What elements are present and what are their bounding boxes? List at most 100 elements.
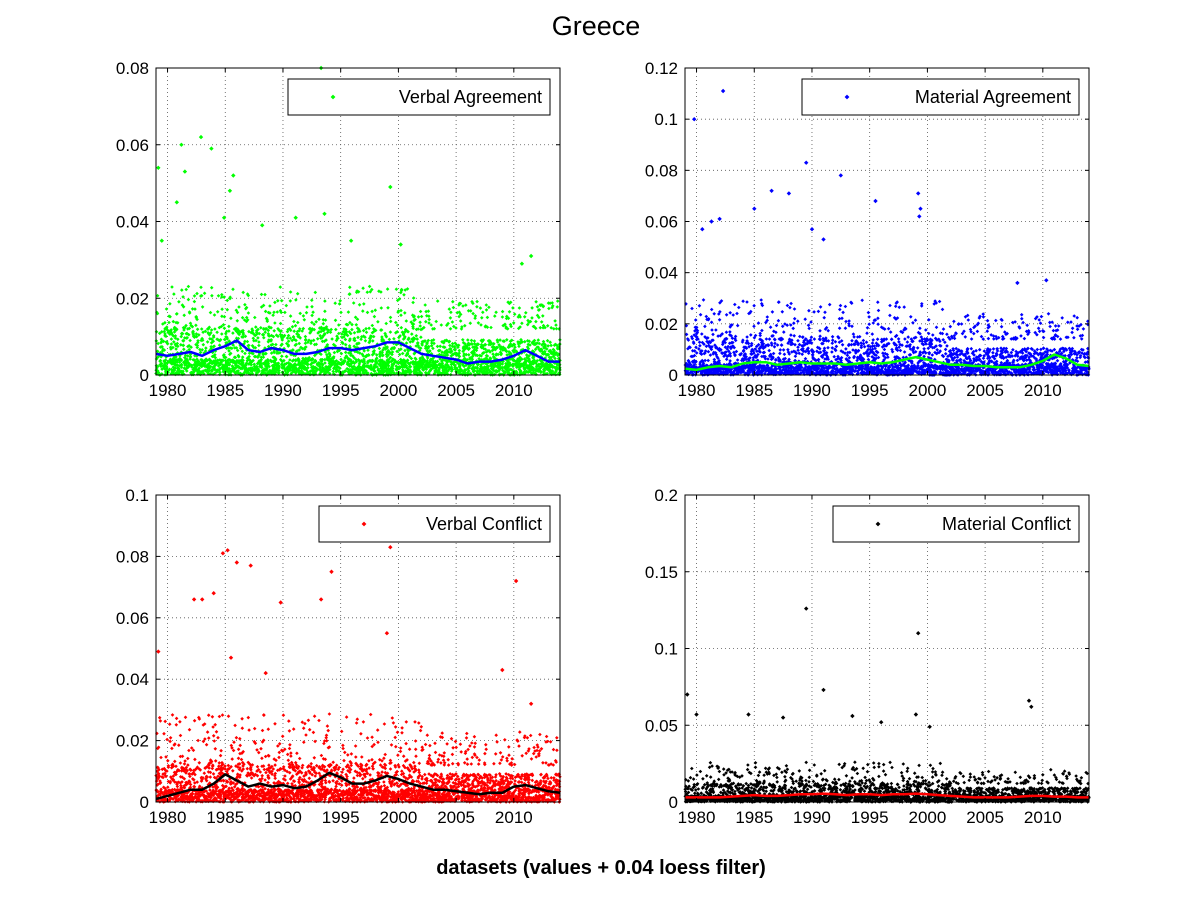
data-point (161, 339, 166, 344)
data-point (183, 355, 187, 360)
data-point (164, 355, 168, 359)
data-point (157, 331, 162, 336)
data-point (178, 353, 182, 358)
data-point (339, 310, 343, 315)
data-point (311, 371, 316, 375)
data-point (473, 316, 477, 320)
data-point (235, 310, 240, 315)
data-point (368, 339, 372, 343)
data-point (384, 334, 389, 339)
data-point (222, 326, 227, 331)
data-point (357, 303, 362, 307)
data-point (208, 364, 213, 369)
data-point (224, 329, 229, 334)
data-point (207, 348, 212, 353)
data-point (385, 287, 390, 291)
data-point (235, 348, 240, 353)
data-point (272, 329, 276, 333)
data-point (174, 347, 178, 351)
data-point (371, 334, 376, 339)
data-point (295, 332, 299, 336)
data-point (553, 356, 557, 361)
data-point (270, 342, 275, 347)
data-point (480, 339, 484, 344)
data-point (294, 363, 298, 367)
data-point (365, 290, 370, 294)
data-point (261, 332, 266, 337)
data-point (358, 329, 362, 334)
data-point (416, 327, 420, 331)
data-point (335, 366, 339, 370)
data-point (333, 318, 338, 323)
data-point (263, 371, 267, 376)
data-point (480, 316, 484, 320)
data-point (399, 308, 403, 313)
data-point (351, 301, 356, 305)
data-point (547, 306, 551, 311)
data-point (333, 344, 337, 348)
data-point (332, 365, 337, 370)
data-point (352, 344, 356, 349)
data-point (311, 338, 316, 343)
data-point (455, 310, 460, 315)
data-point (283, 310, 287, 315)
data-point (312, 322, 316, 327)
data-point (155, 293, 160, 298)
data-point (397, 335, 401, 340)
data-point (234, 308, 239, 313)
data-point (282, 362, 287, 366)
data-point (185, 354, 190, 358)
data-point (217, 325, 222, 330)
x-tick-label: 2010 (495, 381, 533, 400)
data-point (324, 365, 328, 369)
data-point (540, 351, 545, 356)
data-point (313, 353, 317, 358)
data-point (482, 369, 486, 373)
data-point (310, 298, 314, 302)
data-point (230, 346, 234, 351)
data-point (183, 367, 188, 371)
data-point (249, 351, 254, 355)
data-point (271, 313, 275, 317)
data-point (266, 332, 271, 336)
data-point (201, 342, 206, 347)
data-point (300, 346, 305, 351)
data-point (295, 291, 300, 296)
data-point (539, 320, 544, 324)
data-point (398, 334, 402, 338)
data-point (446, 321, 450, 326)
data-point (277, 368, 281, 373)
data-point (498, 350, 503, 354)
data-point (308, 331, 312, 335)
data-point (535, 363, 539, 367)
data-point (166, 330, 170, 335)
data-point (199, 294, 203, 298)
data-point (380, 335, 384, 339)
data-point (429, 338, 434, 343)
y-tick-label: 0.04 (116, 213, 149, 232)
data-point (429, 323, 433, 327)
data-point (320, 339, 325, 344)
data-point (215, 330, 219, 335)
data-point (491, 342, 496, 346)
data-point (254, 325, 258, 329)
data-point (173, 342, 178, 347)
data-point (233, 346, 237, 350)
data-point (377, 346, 382, 351)
data-point (447, 307, 452, 311)
data-point (485, 325, 490, 329)
data-point (222, 314, 227, 319)
data-point (182, 366, 187, 370)
data-point (390, 368, 395, 373)
data-point (403, 348, 407, 353)
data-point (240, 349, 245, 354)
data-point (309, 362, 313, 367)
data-point (168, 345, 173, 350)
data-point (283, 369, 288, 373)
data-point (545, 338, 550, 343)
data-point (546, 344, 550, 348)
data-point (156, 341, 160, 346)
data-point (249, 363, 253, 367)
data-point (176, 371, 181, 376)
